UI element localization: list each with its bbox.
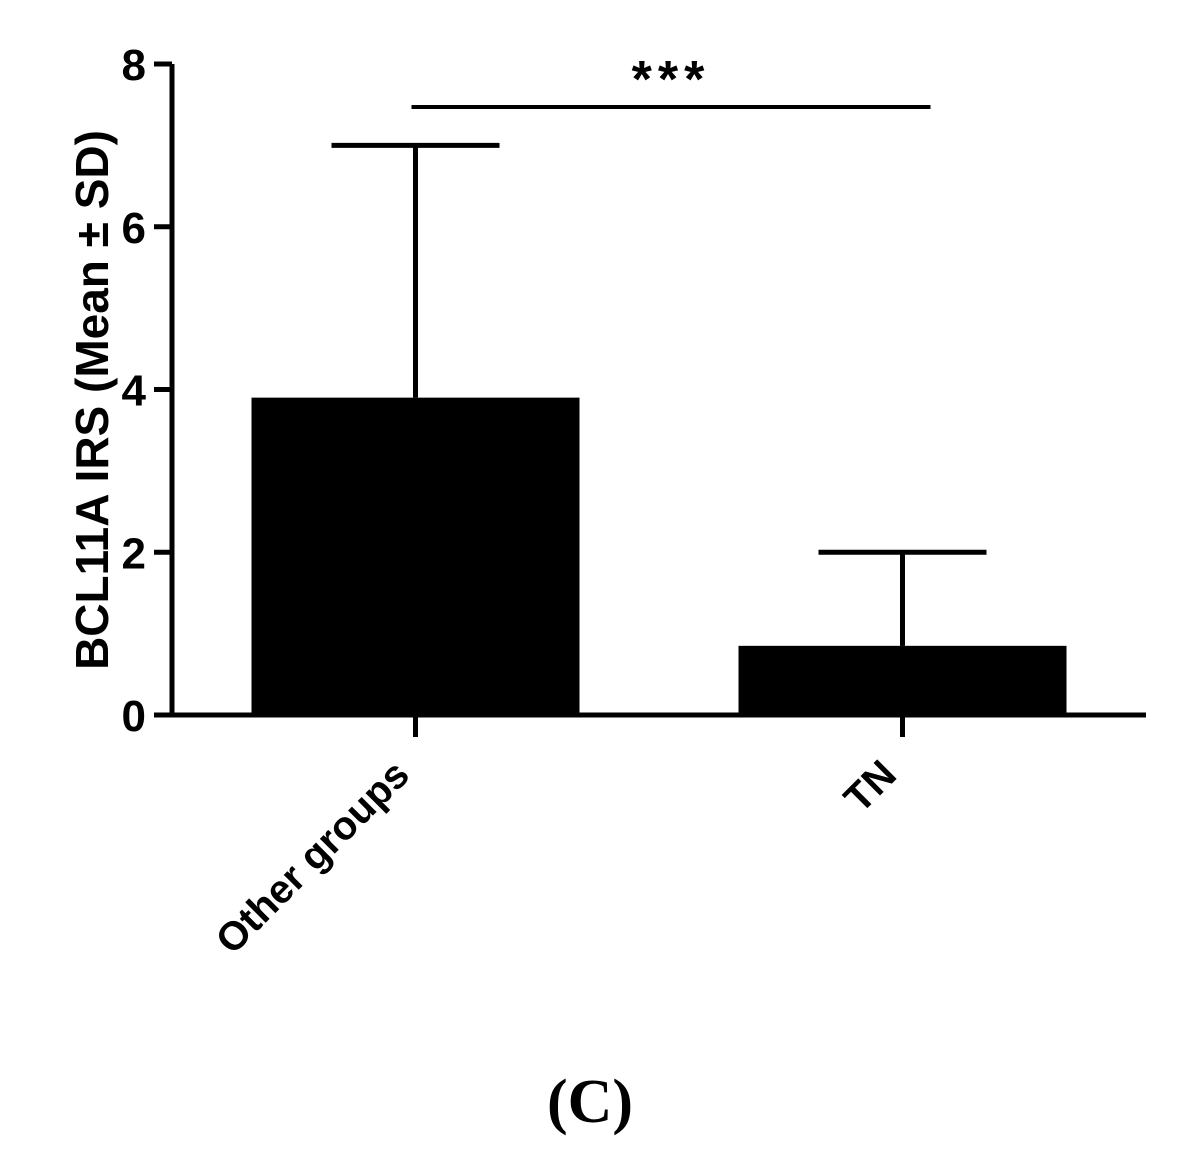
significance-annotation: *** bbox=[411, 51, 931, 109]
panel-label: (C) bbox=[547, 1068, 633, 1136]
y-axis: 0 2 4 6 8 bbox=[122, 41, 175, 741]
error-bars bbox=[331, 142, 987, 646]
bar bbox=[738, 645, 1067, 715]
x-tick-label: Other groups bbox=[208, 752, 418, 962]
significance-stars: *** bbox=[632, 51, 711, 109]
x-tick-label: TN bbox=[836, 752, 905, 821]
y-tick-label: 8 bbox=[122, 41, 146, 90]
y-tick-label: 4 bbox=[122, 367, 147, 416]
y-tick-label: 6 bbox=[122, 204, 146, 253]
x-axis: Other groups TN bbox=[170, 712, 1146, 963]
bar bbox=[251, 397, 580, 715]
y-tick-label: 0 bbox=[122, 692, 146, 741]
y-axis-label: BCL11A IRS (Mean ± SD) bbox=[66, 130, 118, 670]
y-tick-label: 2 bbox=[122, 529, 146, 578]
bars bbox=[251, 397, 1067, 715]
